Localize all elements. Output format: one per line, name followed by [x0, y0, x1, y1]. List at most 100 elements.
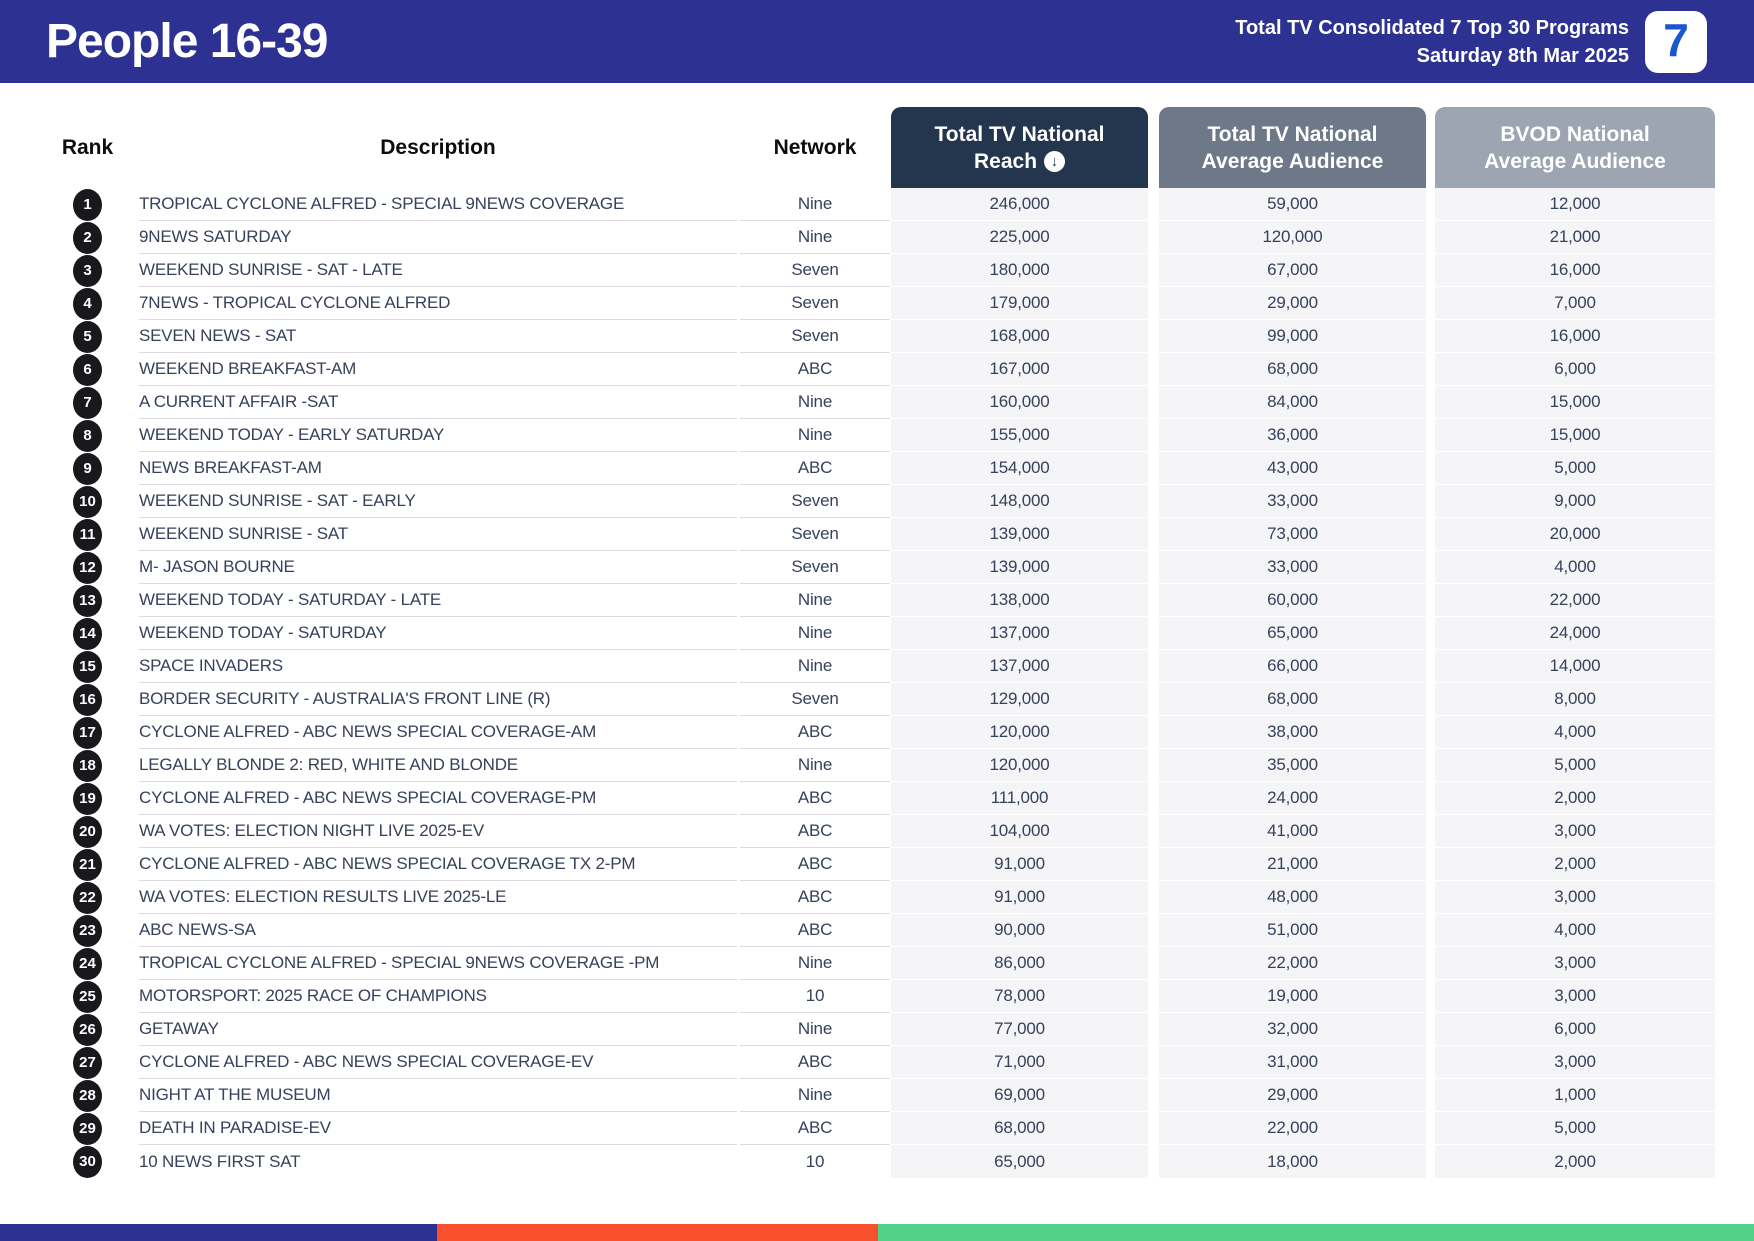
- reach-value-cell: 69,000: [891, 1079, 1148, 1112]
- rank-badge: 19: [73, 782, 102, 815]
- table-row: 23 ABC NEWS-SA ABC 90,000 51,000 4,000: [0, 914, 1754, 947]
- table-row: 15 SPACE INVADERS Nine 137,000 66,000 14,000: [0, 650, 1754, 683]
- table-row: 12 M- JASON BOURNE Seven 139,000 33,000 4,000: [0, 551, 1754, 584]
- bvod-header-line1: BVOD National: [1500, 122, 1650, 146]
- description-cell: 10 NEWS FIRST SAT: [139, 1151, 301, 1171]
- description-cell: CYCLONE ALFRED - ABC NEWS SPECIAL COVERA…: [139, 716, 737, 749]
- rank-cell: 28: [60, 1079, 115, 1112]
- stripe-segment-blue: [0, 1224, 437, 1241]
- rank-badge: 28: [73, 1079, 102, 1112]
- rank-badge: 18: [73, 749, 102, 782]
- average-audience-value-cell: 22,000: [1159, 1112, 1426, 1145]
- table-row: 8 WEEKEND TODAY - EARLY SATURDAY Nine 155,0…: [0, 419, 1754, 452]
- network-cell: Nine: [740, 617, 890, 650]
- rank-cell: 24: [60, 947, 115, 980]
- seven-network-logo: 7: [1645, 10, 1707, 73]
- network-cell: ABC: [740, 716, 890, 749]
- column-header-total-tv-national-reach[interactable]: Total TV National Reach ↓: [891, 107, 1148, 188]
- reach-value-cell: 139,000: [891, 518, 1148, 551]
- network-cell: Nine: [740, 386, 890, 419]
- average-audience-value-cell: 66,000: [1159, 650, 1426, 683]
- table-row: 25 MOTORSPORT: 2025 RACE OF CHAMPIONS 10 78…: [0, 980, 1754, 1013]
- rank-badge: 3: [73, 254, 102, 287]
- network-cell: Nine: [740, 584, 890, 617]
- rank-cell: 10: [60, 485, 115, 518]
- average-audience-value-cell: 32,000: [1159, 1013, 1426, 1046]
- description-cell: CYCLONE ALFRED - ABC NEWS SPECIAL COVERA…: [139, 782, 737, 815]
- reach-value-cell: 111,000: [891, 782, 1148, 815]
- column-header-bvod-national-average-audience[interactable]: BVOD National Average Audience: [1435, 107, 1715, 188]
- rank-badge: 24: [73, 947, 102, 980]
- avg-header-line1: Total TV National: [1207, 122, 1378, 146]
- rank-badge: 16: [73, 683, 102, 716]
- rank-badge: 25: [73, 980, 102, 1013]
- rank-cell: 20: [60, 815, 115, 848]
- reach-value-cell: 65,000: [891, 1145, 1148, 1178]
- network-cell: Nine: [740, 947, 890, 980]
- table-row: 9 NEWS BREAKFAST-AM ABC 154,000 43,000 5,000: [0, 452, 1754, 485]
- rank-cell: 25: [60, 980, 115, 1013]
- sort-descending-icon[interactable]: ↓: [1044, 150, 1066, 172]
- bvod-value-cell: 21,000: [1435, 221, 1715, 254]
- reach-value-cell: 246,000: [891, 188, 1148, 221]
- table-row: 17 CYCLONE ALFRED - ABC NEWS SPECIAL COVE…: [0, 716, 1754, 749]
- rank-badge: 17: [73, 716, 102, 749]
- rank-badge: 20: [73, 815, 102, 848]
- reach-header-line2: Reach: [973, 149, 1038, 173]
- bvod-value-cell: 5,000: [1435, 749, 1715, 782]
- rank-badge: 22: [73, 881, 102, 914]
- average-audience-value-cell: 29,000: [1159, 1079, 1426, 1112]
- rank-badge: 9: [73, 452, 102, 485]
- reach-value-cell: 137,000: [891, 650, 1148, 683]
- bvod-value-cell: 12,000: [1435, 188, 1715, 221]
- average-audience-value-cell: 18,000: [1159, 1145, 1426, 1178]
- rank-badge: 29: [73, 1112, 102, 1145]
- reach-value-cell: 120,000: [891, 716, 1148, 749]
- banner-right: Total TV Consolidated 7 Top 30 Programs …: [1235, 10, 1707, 73]
- bvod-value-cell: 16,000: [1435, 254, 1715, 287]
- average-audience-value-cell: 29,000: [1159, 287, 1426, 320]
- average-audience-value-cell: 33,000: [1159, 485, 1426, 518]
- bvod-value-cell: 20,000: [1435, 518, 1715, 551]
- network-cell: ABC: [740, 353, 890, 386]
- bvod-value-cell: 7,000: [1435, 287, 1715, 320]
- reach-value-cell: 138,000: [891, 584, 1148, 617]
- description-cell: WEEKEND SUNRISE - SAT: [139, 518, 737, 551]
- rank-cell: 5: [60, 320, 115, 353]
- description-cell: TROPICAL CYCLONE ALFRED - SPECIAL 9NEWS …: [139, 947, 737, 980]
- description-cell: DEATH IN PARADISE-EV: [139, 1112, 737, 1145]
- bvod-value-cell: 3,000: [1435, 980, 1715, 1013]
- stripe-segment-orange: [437, 1224, 878, 1241]
- rank-cell: 2: [60, 221, 115, 254]
- rank-cell: 12: [60, 551, 115, 584]
- average-audience-value-cell: 73,000: [1159, 518, 1426, 551]
- description-cell: SEVEN NEWS - SAT: [139, 320, 737, 353]
- description-cell: WA VOTES: ELECTION NIGHT LIVE 2025-EV: [139, 815, 737, 848]
- network-cell: Seven: [740, 551, 890, 584]
- reach-value-cell: 90,000: [891, 914, 1148, 947]
- column-header-total-tv-national-average-audience[interactable]: Total TV National Average Audience: [1159, 107, 1426, 188]
- rank-cell: 11: [60, 518, 115, 551]
- network-cell: Nine: [740, 1079, 890, 1112]
- rank-badge: 21: [73, 848, 102, 881]
- avg-header-line2: Average Audience: [1201, 149, 1384, 173]
- report-date: Saturday 8th Mar 2025: [1416, 44, 1629, 67]
- bvod-value-cell: 6,000: [1435, 353, 1715, 386]
- reach-value-cell: 167,000: [891, 353, 1148, 386]
- table-row: 18 LEGALLY BLONDE 2: RED, WHITE AND BLOND…: [0, 749, 1754, 782]
- rank-cell: 9: [60, 452, 115, 485]
- seven-logo-glyph: 7: [1663, 13, 1689, 66]
- description-cell: 7NEWS - TROPICAL CYCLONE ALFRED: [139, 287, 737, 320]
- rank-cell: 14: [60, 617, 115, 650]
- average-audience-value-cell: 51,000: [1159, 914, 1426, 947]
- table-row: 16 BORDER SECURITY - AUSTRALIA'S FRONT LI…: [0, 683, 1754, 716]
- table-row: 6 WEEKEND BREAKFAST-AM ABC 167,000 68,000 6,0…: [0, 353, 1754, 386]
- reach-value-cell: 225,000: [891, 221, 1148, 254]
- average-audience-value-cell: 48,000: [1159, 881, 1426, 914]
- description-cell: BORDER SECURITY - AUSTRALIA'S FRONT LINE…: [139, 683, 737, 716]
- rank-badge: 6: [73, 353, 102, 386]
- description-cell: TROPICAL CYCLONE ALFRED - SPECIAL 9NEWS …: [139, 188, 737, 221]
- average-audience-value-cell: 21,000: [1159, 848, 1426, 881]
- network-cell: Nine: [740, 221, 890, 254]
